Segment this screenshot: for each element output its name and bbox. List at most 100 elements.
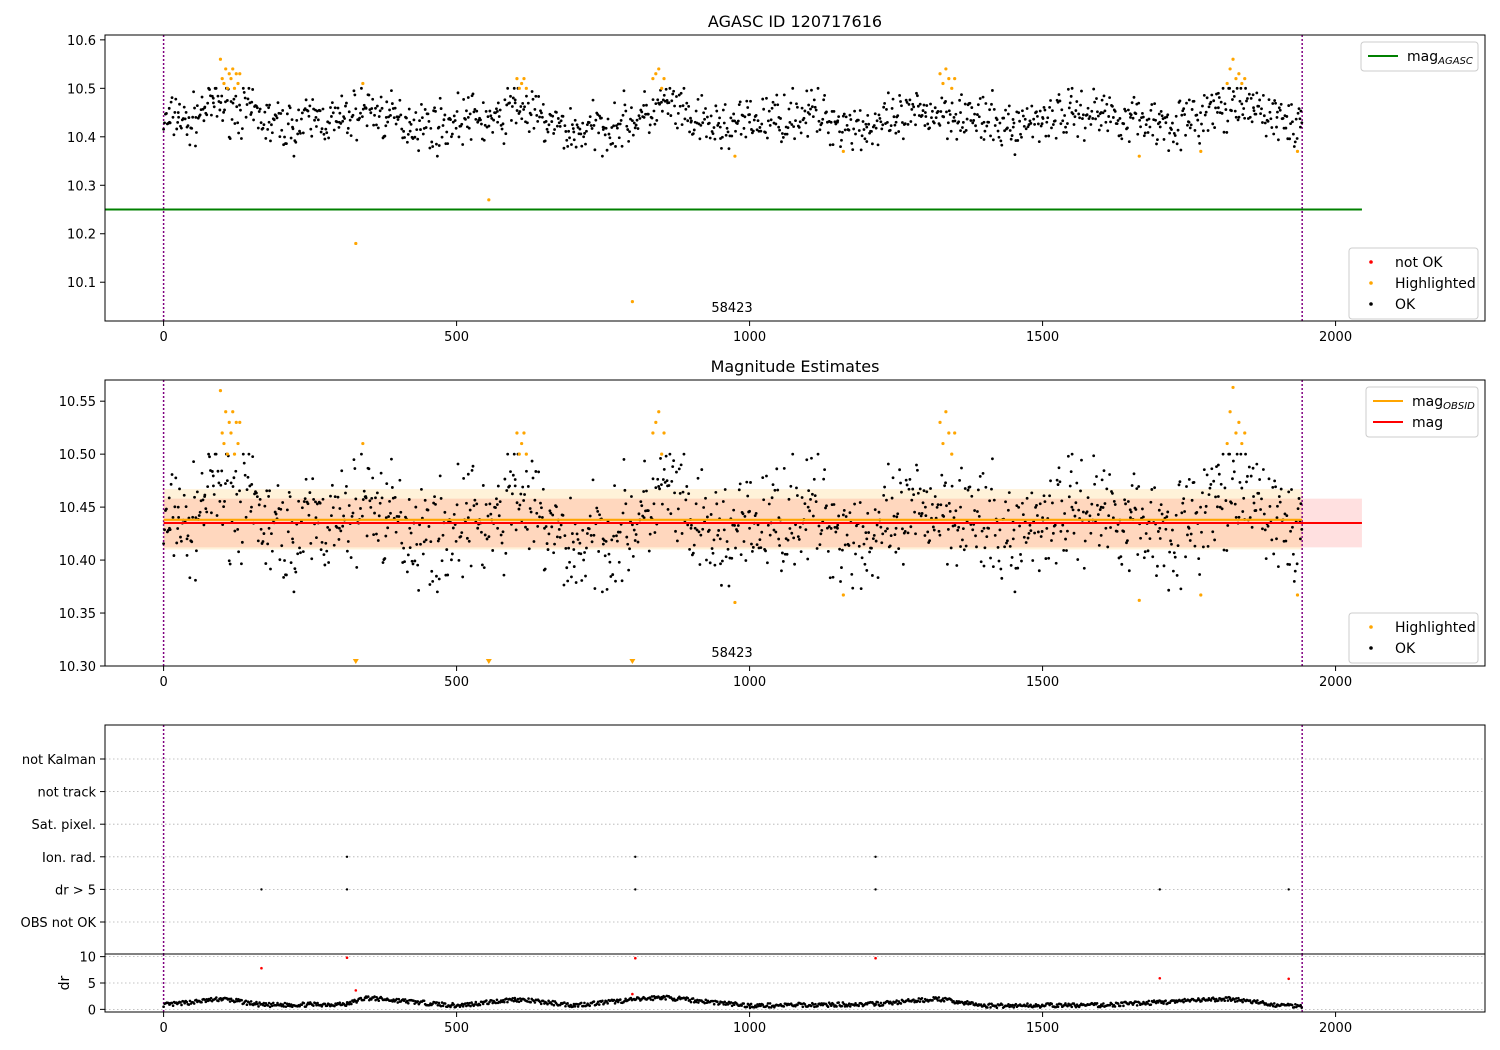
ok-point <box>1066 87 1070 91</box>
ok-point <box>790 123 794 126</box>
ok-point <box>443 113 447 117</box>
ok-point <box>1182 107 1186 111</box>
ok-point <box>829 120 833 124</box>
ok-point <box>827 525 831 528</box>
ok-point <box>857 1004 860 1008</box>
ok-point <box>735 529 739 533</box>
ok-point <box>394 122 398 126</box>
ok-point <box>375 996 378 999</box>
ok-point <box>675 126 679 130</box>
ok-point <box>511 996 515 1000</box>
ok-point <box>596 113 600 116</box>
ok-point <box>1190 108 1194 111</box>
ok-point <box>361 498 365 501</box>
ok-point <box>236 527 240 531</box>
ok-point <box>546 130 550 134</box>
ok-point <box>714 104 718 108</box>
ok-point <box>1176 544 1180 548</box>
ok-point <box>662 467 666 471</box>
ok-point <box>1064 125 1067 129</box>
ok-point <box>348 118 352 122</box>
ok-point <box>559 523 563 527</box>
ok-point <box>955 137 959 141</box>
ok-point <box>925 490 929 494</box>
highlighted-point <box>487 198 491 202</box>
ok-point <box>584 142 587 146</box>
ok-point <box>766 523 770 527</box>
ok-point <box>800 106 804 110</box>
ok-point <box>203 998 207 1001</box>
ok-point <box>676 507 680 511</box>
ok-point <box>666 112 670 115</box>
ok-point <box>355 138 359 142</box>
ok-point <box>895 515 899 519</box>
ok-point <box>171 1004 175 1007</box>
ok-point <box>636 540 640 544</box>
ok-point <box>301 550 305 553</box>
ok-point <box>971 121 975 125</box>
ok-point <box>737 103 741 107</box>
ok-point <box>328 121 331 125</box>
ok-point <box>1248 999 1252 1002</box>
ok-point <box>1293 140 1297 144</box>
ok-point <box>959 505 962 509</box>
ok-point <box>345 101 348 105</box>
ok-point <box>955 1000 959 1003</box>
legend-box <box>1365 386 1479 438</box>
ok-point <box>1206 129 1210 132</box>
ok-point <box>1141 515 1145 519</box>
ok-point <box>508 101 511 105</box>
ok-point <box>220 94 224 98</box>
ok-point <box>966 488 970 492</box>
ok-point <box>1261 527 1264 531</box>
ok-point <box>259 527 263 531</box>
ok-point <box>1104 526 1108 530</box>
ok-point <box>1103 502 1107 505</box>
ok-point <box>703 117 706 121</box>
ok-point <box>979 136 983 139</box>
highlighted-point <box>515 431 519 435</box>
ok-point <box>1203 113 1207 117</box>
ok-point <box>812 98 816 102</box>
ok-point <box>1182 497 1186 500</box>
ok-point <box>691 997 695 1000</box>
ok-point <box>329 106 332 109</box>
ok-point <box>686 119 690 123</box>
ok-point <box>674 122 677 126</box>
ok-point <box>540 516 544 519</box>
ok-point <box>807 489 811 493</box>
ok-point <box>480 122 483 126</box>
ok-point <box>733 524 736 527</box>
ok-point <box>670 480 674 483</box>
ok-point <box>647 131 651 135</box>
ok-point <box>1258 98 1262 102</box>
ok-point <box>650 116 654 120</box>
ok-point <box>193 495 196 499</box>
ok-point <box>1149 108 1153 112</box>
ok-point <box>490 116 494 120</box>
ok-point <box>977 514 981 518</box>
ok-point <box>374 998 377 1002</box>
ok-point <box>409 531 413 535</box>
ok-point <box>279 1002 282 1006</box>
ok-point <box>1263 121 1267 125</box>
ok-point <box>982 564 986 568</box>
ok-point <box>237 131 241 135</box>
ok-point <box>335 526 339 529</box>
highlighted-point <box>231 410 235 414</box>
ok-point <box>460 122 464 126</box>
ok-point <box>543 526 546 530</box>
ok-point <box>434 109 437 113</box>
ok-point <box>355 565 359 569</box>
ok-point <box>250 100 254 104</box>
ok-point <box>263 504 267 508</box>
ok-point <box>916 94 919 98</box>
ok-point <box>909 525 913 529</box>
ok-point <box>551 999 555 1003</box>
ok-point <box>1291 120 1294 124</box>
ok-point <box>405 116 408 120</box>
ok-point <box>257 503 261 507</box>
ok-point <box>773 488 777 492</box>
ok-point <box>705 115 709 119</box>
